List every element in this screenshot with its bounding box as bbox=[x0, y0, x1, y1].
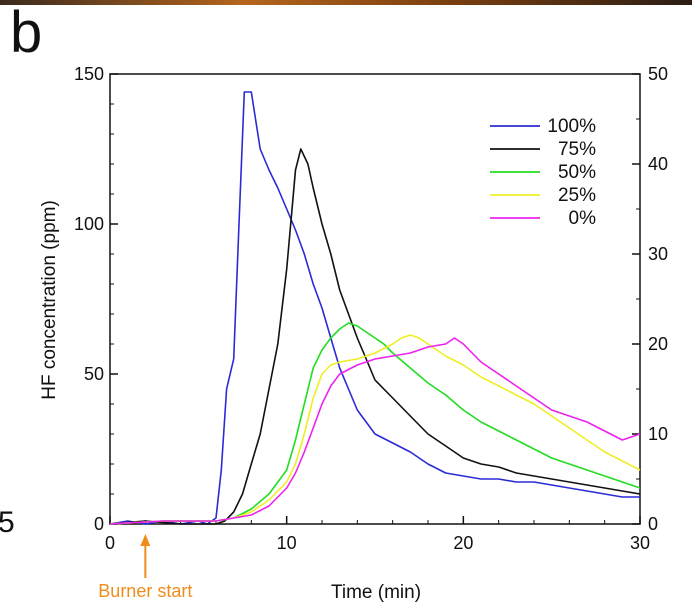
x-tick-label: 0 bbox=[105, 533, 115, 553]
series-line-0pct bbox=[109, 337, 641, 525]
panel-label: b bbox=[10, 0, 43, 65]
legend-label: 25% bbox=[558, 185, 596, 206]
x-axis-label: Time (min) bbox=[331, 582, 421, 603]
legend-label: 50% bbox=[558, 162, 596, 183]
y-tick-label: 50 bbox=[84, 364, 104, 384]
legend-label: 75% bbox=[558, 139, 596, 160]
annotation-label: Burner start bbox=[98, 581, 192, 601]
series-line-100pct bbox=[109, 91, 640, 525]
bottom-axis-ticks: 0 10 20 30 bbox=[105, 516, 650, 553]
legend: 100%75%50%25%0% bbox=[490, 116, 596, 229]
y-tick-label: 100 bbox=[74, 214, 104, 234]
y-axis-label: HF concentration (ppm) bbox=[39, 200, 60, 400]
y2-tick-label: 20 bbox=[648, 334, 668, 354]
y2-tick-label: 30 bbox=[648, 244, 668, 264]
burner-start-annotation: Burner start bbox=[98, 534, 192, 601]
series-line-50pct bbox=[109, 322, 641, 525]
x-tick-label: 30 bbox=[630, 533, 650, 553]
y2-tick-label: 10 bbox=[648, 424, 668, 444]
series-layer bbox=[109, 91, 641, 525]
x-tick-label: 10 bbox=[277, 533, 297, 553]
legend-label: 100% bbox=[547, 116, 596, 137]
annotation-arrow-head bbox=[140, 534, 151, 546]
right-axis-ticks: 0 10 20 30 40 50 bbox=[632, 64, 668, 534]
y-tick-label: 150 bbox=[74, 64, 104, 84]
top-image-strip bbox=[0, 0, 692, 5]
y2-tick-label: 50 bbox=[648, 64, 668, 84]
series-line-75pct bbox=[109, 148, 641, 525]
y2-tick-label: 0 bbox=[648, 514, 658, 534]
series-line-25pct bbox=[109, 334, 641, 525]
edge-fragment-text: 5 bbox=[0, 506, 15, 539]
x-tick-label: 20 bbox=[453, 533, 473, 553]
left-axis-ticks: 0 50 100 150 bbox=[74, 64, 118, 534]
legend-label: 0% bbox=[569, 208, 597, 229]
y2-tick-label: 40 bbox=[648, 154, 668, 174]
y-tick-label: 0 bbox=[94, 514, 104, 534]
